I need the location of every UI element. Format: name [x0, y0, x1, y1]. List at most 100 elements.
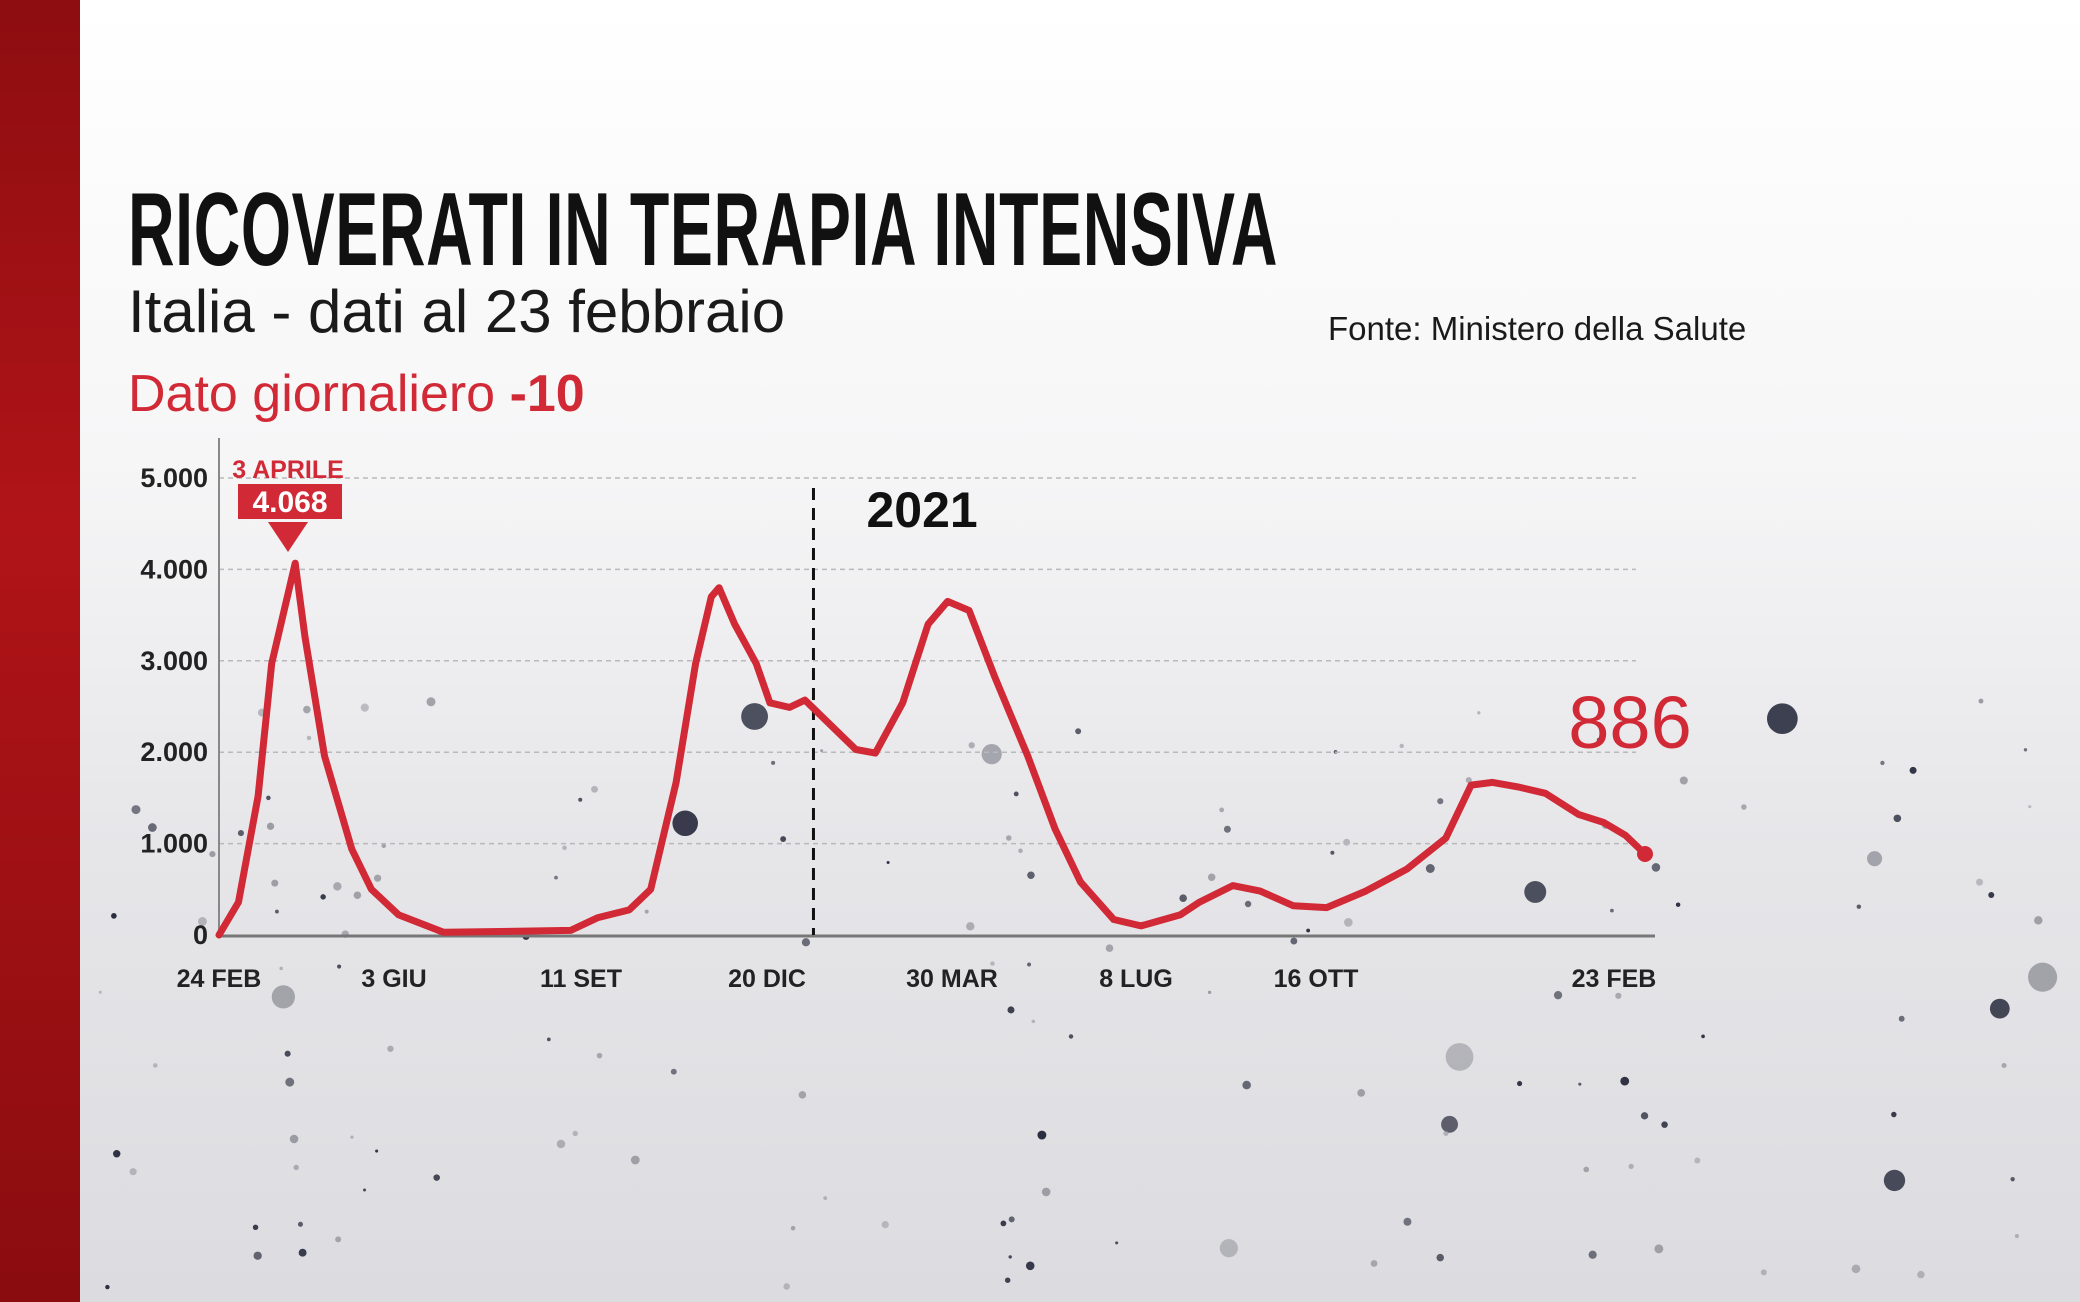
x-tick-label: 3 GIU [361, 965, 426, 993]
background-dot [1425, 864, 1435, 873]
peak-date-label: 3 APRILE [232, 456, 344, 484]
background-dot [1068, 1034, 1074, 1039]
background-dot [1661, 1121, 1668, 1128]
background-dot [363, 1188, 367, 1192]
background-dot [1207, 990, 1212, 995]
background-dot [790, 1225, 796, 1231]
background-dot [337, 964, 342, 969]
background-dot [266, 822, 275, 830]
background-dot [1909, 766, 1917, 774]
background-dot [284, 1050, 291, 1057]
background-dot [350, 1135, 354, 1139]
background-dot [1244, 900, 1252, 908]
background-dot [1891, 1111, 1897, 1118]
background-dot [562, 845, 567, 851]
last-value-label: 886 [1568, 681, 1691, 764]
background-dot [297, 1221, 304, 1227]
background-dot [1037, 1130, 1047, 1140]
background-dot [596, 1052, 603, 1059]
background-dot [1443, 1130, 1449, 1136]
background-dot [1027, 962, 1032, 967]
x-tick-label: 30 MAR [906, 965, 998, 993]
background-dot [209, 850, 216, 858]
background-dot [2001, 1063, 2007, 1069]
background-dot [1694, 1157, 1701, 1164]
background-dot [271, 985, 295, 1009]
background-dot [252, 1224, 259, 1231]
background-dot [131, 805, 141, 815]
background-dot [1008, 1216, 1015, 1223]
background-dot [1025, 1261, 1035, 1271]
background-dot [1701, 1034, 1705, 1039]
background-dot [353, 891, 362, 899]
background-dot [1976, 878, 1984, 886]
daily-change: Dato giornaliero -10 [128, 368, 585, 420]
background-dot [1041, 1187, 1051, 1197]
y-tick-label: 5.000 [140, 463, 208, 493]
background-dot [1075, 728, 1082, 735]
background-dot [1989, 998, 2010, 1019]
background-dot [237, 830, 244, 837]
y-tick-label: 2.000 [140, 737, 208, 767]
background-dot [1223, 825, 1231, 833]
background-dot [572, 1130, 578, 1137]
background-dot [2014, 1234, 2019, 1239]
background-dot [1219, 1239, 1238, 1258]
background-dot [1343, 838, 1351, 846]
background-dot [1679, 776, 1688, 785]
background-dot [1610, 908, 1614, 913]
background-dot [375, 1149, 379, 1153]
background-dot [2028, 962, 2058, 992]
background-dots [98, 697, 2058, 1290]
background-dot [741, 703, 768, 730]
background-dot [1615, 992, 1622, 999]
background-dot [279, 966, 283, 971]
background-dot [111, 913, 117, 919]
background-dot [1654, 1244, 1664, 1254]
background-dot [113, 1150, 121, 1158]
background-dot [1867, 851, 1883, 867]
background-dot [1437, 798, 1444, 805]
background-dot [1741, 804, 1747, 810]
x-tick-label: 23 FEB [1572, 965, 1657, 993]
background-dot [1760, 1269, 1767, 1276]
background-dot [1851, 1264, 1861, 1274]
background-dot [360, 703, 369, 712]
last-point [1637, 846, 1653, 863]
background-dot [1883, 1169, 1906, 1192]
background-dot [1370, 1260, 1378, 1267]
background-dot [1445, 1043, 1474, 1071]
source-note: Fonte: Ministero della Salute [1328, 310, 1747, 347]
background-dot [1242, 1080, 1251, 1090]
background-dot [801, 938, 811, 947]
background-dot [1330, 850, 1335, 855]
background-dot [1006, 835, 1012, 841]
x-tick-label: 16 OTT [1274, 965, 1359, 993]
background-dot [823, 1196, 828, 1200]
daily-change-label: Dato giornaliero [128, 365, 496, 423]
page-title: RICOVERATI IN TERAPIA INTENSIVA [128, 172, 1279, 288]
background-dot [1008, 1255, 1012, 1259]
background-dot [2028, 805, 2032, 809]
background-dot [320, 894, 326, 900]
y-tick-label: 3.000 [140, 646, 208, 676]
y-tick-label: 0 [193, 920, 208, 950]
background-dot [546, 1037, 551, 1042]
background-dot [670, 1068, 677, 1075]
background-dot [197, 916, 207, 926]
y-tick-label: 4.000 [140, 554, 208, 584]
background-dot [1115, 1241, 1119, 1245]
background-dot [1465, 777, 1472, 784]
background-dot [780, 836, 787, 843]
background-dot [881, 1221, 889, 1229]
background-dot [285, 1077, 295, 1087]
peak-annotation: 3 APRILE 4.068 [232, 456, 344, 552]
peak-value-label: 4.068 [252, 486, 327, 519]
background-dot [333, 882, 342, 891]
background-dot [1031, 1019, 1036, 1024]
background-dot [1988, 891, 1995, 898]
background-dot [1893, 814, 1902, 823]
x-tick-label: 8 LUG [1099, 965, 1173, 993]
background-dot [1553, 991, 1563, 1000]
